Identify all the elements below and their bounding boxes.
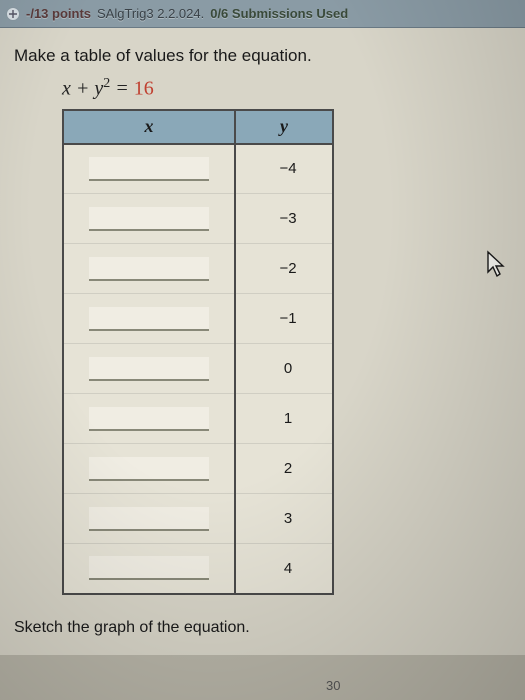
sketch-instruction: Sketch the graph of the equation. bbox=[14, 619, 511, 637]
x-cell bbox=[63, 194, 235, 244]
question-panel: Make a table of values for the equation.… bbox=[0, 28, 525, 655]
x-input[interactable] bbox=[89, 507, 209, 531]
y-cell: −3 bbox=[235, 194, 333, 244]
x-cell bbox=[63, 544, 235, 594]
assignment-id: SAlgTrig3 2.2.024. bbox=[97, 6, 204, 21]
table-row: −1 bbox=[63, 294, 333, 344]
y-cell: 3 bbox=[235, 494, 333, 544]
y-cell: −1 bbox=[235, 294, 333, 344]
table-row: 1 bbox=[63, 394, 333, 444]
x-input[interactable] bbox=[89, 457, 209, 481]
y-cell: 0 bbox=[235, 344, 333, 394]
x-input[interactable] bbox=[89, 407, 209, 431]
axis-tick-label: 30 bbox=[326, 678, 340, 693]
x-cell bbox=[63, 294, 235, 344]
table-row: 3 bbox=[63, 494, 333, 544]
x-input[interactable] bbox=[89, 157, 209, 181]
table-row: −4 bbox=[63, 144, 333, 194]
equation-rhs: 16 bbox=[134, 78, 154, 100]
table-row: 0 bbox=[63, 344, 333, 394]
table-header-y: y bbox=[235, 110, 333, 144]
equation-lhs: x + y bbox=[62, 78, 103, 100]
x-cell bbox=[63, 394, 235, 444]
x-cell bbox=[63, 144, 235, 194]
y-cell: −4 bbox=[235, 144, 333, 194]
table-row: −3 bbox=[63, 194, 333, 244]
table-row: −2 bbox=[63, 244, 333, 294]
x-input[interactable] bbox=[89, 257, 209, 281]
values-table: x y −4−3−2−101234 bbox=[62, 109, 334, 595]
x-cell bbox=[63, 344, 235, 394]
table-row: 2 bbox=[63, 444, 333, 494]
x-cell bbox=[63, 244, 235, 294]
x-cell bbox=[63, 444, 235, 494]
x-input[interactable] bbox=[89, 307, 209, 331]
table-header-x: x bbox=[63, 110, 235, 144]
y-cell: −2 bbox=[235, 244, 333, 294]
table-row: 4 bbox=[63, 544, 333, 594]
equation: x + y2 = 16 bbox=[62, 76, 511, 101]
assignment-header: -/13 points SAlgTrig3 2.2.024. 0/6 Submi… bbox=[0, 0, 525, 28]
points-label: -/13 points bbox=[26, 6, 91, 21]
y-cell: 4 bbox=[235, 544, 333, 594]
y-cell: 2 bbox=[235, 444, 333, 494]
y-cell: 1 bbox=[235, 394, 333, 444]
instruction-text: Make a table of values for the equation. bbox=[14, 46, 511, 66]
x-input[interactable] bbox=[89, 357, 209, 381]
x-cell bbox=[63, 494, 235, 544]
expand-icon[interactable] bbox=[6, 7, 20, 21]
x-input[interactable] bbox=[89, 207, 209, 231]
x-input[interactable] bbox=[89, 556, 209, 580]
equation-eq: = bbox=[110, 78, 134, 100]
submissions-label: 0/6 Submissions Used bbox=[210, 6, 348, 21]
